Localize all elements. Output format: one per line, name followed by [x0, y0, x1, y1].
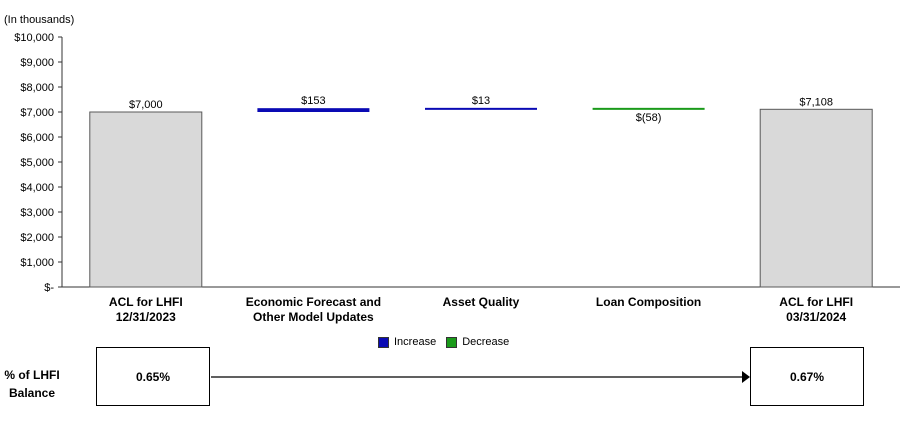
category-label: ACL for LHFI	[779, 295, 853, 309]
y-tick-label: $-	[44, 282, 54, 294]
y-tick-label: $5,000	[20, 157, 54, 169]
pct-balance-label-line1: % of LHFI	[4, 368, 60, 382]
category-label: Other Model Updates	[253, 310, 374, 324]
legend-item-decrease: Decrease	[446, 336, 509, 348]
category-label: 03/31/2024	[786, 310, 846, 324]
legend: Increase Decrease	[378, 336, 509, 348]
y-tick-label: $4,000	[20, 182, 54, 194]
pct-end-box: 0.67%	[750, 347, 864, 406]
data-label: $7,108	[799, 96, 833, 108]
pct-start-box: 0.65%	[96, 347, 210, 406]
legend-swatch-decrease	[446, 336, 458, 348]
legend-swatch-increase	[378, 336, 389, 348]
y-tick-label: $7,000	[20, 107, 54, 119]
data-label: $(58)	[636, 112, 662, 124]
category-label: Economic Forecast and	[246, 295, 381, 309]
bar-increase	[425, 107, 537, 110]
legend-item-increase: Increase	[378, 336, 436, 348]
y-tick-label: $1,000	[20, 257, 54, 269]
y-tick-label: $3,000	[20, 207, 54, 219]
y-tick-label: $9,000	[20, 57, 54, 69]
legend-label-increase: Increase	[394, 336, 437, 348]
legend-label-decrease: Decrease	[462, 336, 510, 348]
balance-arrow-head	[742, 371, 750, 383]
category-label: Asset Quality	[443, 295, 520, 309]
y-tick-label: $8,000	[20, 82, 54, 94]
bar-total	[89, 111, 203, 288]
data-label: $13	[472, 95, 490, 107]
category-label: ACL for LHFI	[109, 295, 183, 309]
data-label: $7,000	[129, 99, 163, 111]
pct-balance-label: % of LHFI Balance	[0, 366, 64, 402]
y-tick-label: $2,000	[20, 232, 54, 244]
y-tick-label: $10,000	[14, 32, 54, 44]
pct-start-value: 0.65%	[135, 369, 171, 384]
bar-decrease	[592, 107, 705, 110]
y-tick-label: $6,000	[20, 132, 54, 144]
bar-total	[759, 108, 873, 288]
unit-note: (In thousands)	[4, 14, 75, 26]
pct-end-value: 0.67%	[789, 369, 825, 384]
data-label: $153	[301, 95, 325, 107]
pct-balance-label-line2: Balance	[8, 386, 56, 400]
category-label: 12/31/2023	[116, 310, 176, 324]
category-label: Loan Composition	[596, 295, 701, 309]
bar-increase	[257, 108, 370, 112]
